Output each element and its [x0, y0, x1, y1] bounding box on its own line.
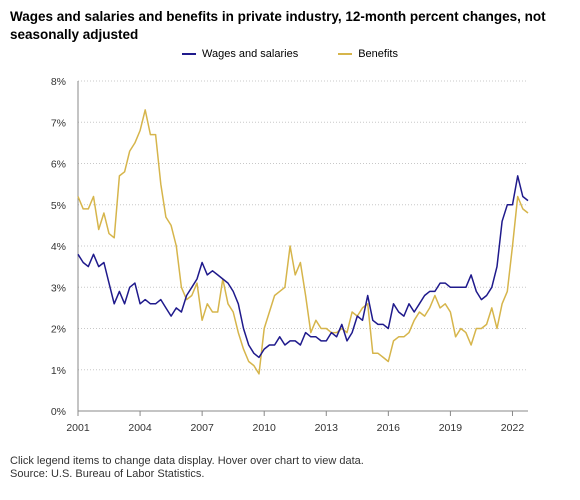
x-tick-label: 2022 — [501, 422, 525, 434]
y-tick-label: 3% — [51, 282, 66, 294]
y-tick-label: 6% — [51, 159, 66, 171]
y-tick-label: 8% — [51, 76, 66, 88]
footer-instructions: Click legend items to change data displa… — [10, 455, 364, 467]
y-tick-label: 5% — [51, 200, 66, 212]
x-tick-label: 2004 — [128, 422, 152, 434]
legend-swatch-wages — [182, 53, 197, 55]
series-line-benefits — [77, 109, 529, 375]
footer-source: Source: U.S. Bureau of Labor Statistics. — [10, 468, 205, 480]
chart-footer: Click legend items to change data displa… — [10, 455, 364, 481]
chart-title: Wages and salaries and benefits in priva… — [10, 9, 546, 42]
x-tick-label: 2007 — [190, 422, 214, 434]
y-tick-label: 1% — [51, 365, 66, 377]
x-tick-label: 2001 — [66, 422, 90, 434]
legend-item-wages[interactable]: Wages and salaries — [182, 48, 298, 60]
x-tick-label: 2013 — [315, 422, 339, 434]
legend-label-wages: Wages and salaries — [202, 48, 299, 60]
y-tick-label: 2% — [51, 324, 66, 336]
y-tick-label: 0% — [51, 406, 66, 418]
line-chart-plot[interactable]: 0% 1% 2% 3% 4% 5% 6% 7% 8% 2001 2004 2007 2010 2013 20… — [0, 0, 580, 440]
x-tick-label: 2019 — [439, 422, 463, 434]
y-tick-label: 7% — [51, 117, 66, 129]
y-tick-label: 4% — [51, 241, 66, 253]
series-line-wages — [77, 175, 529, 359]
legend-label-benefits: Benefits — [358, 48, 398, 60]
legend: Wages and salaries Benefits — [0, 48, 580, 60]
legend-swatch-benefits — [338, 53, 353, 55]
legend-item-benefits[interactable]: Benefits — [338, 48, 398, 60]
x-tick-label: 2016 — [377, 422, 401, 434]
x-tick-label: 2010 — [253, 422, 277, 434]
